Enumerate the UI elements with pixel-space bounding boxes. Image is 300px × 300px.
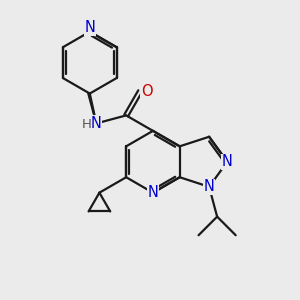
Text: O: O: [141, 84, 152, 99]
Text: H: H: [82, 118, 92, 131]
Text: N: N: [204, 179, 214, 194]
Text: N: N: [222, 154, 233, 169]
Text: N: N: [148, 185, 158, 200]
Text: N: N: [84, 20, 95, 35]
Text: N: N: [91, 116, 102, 131]
